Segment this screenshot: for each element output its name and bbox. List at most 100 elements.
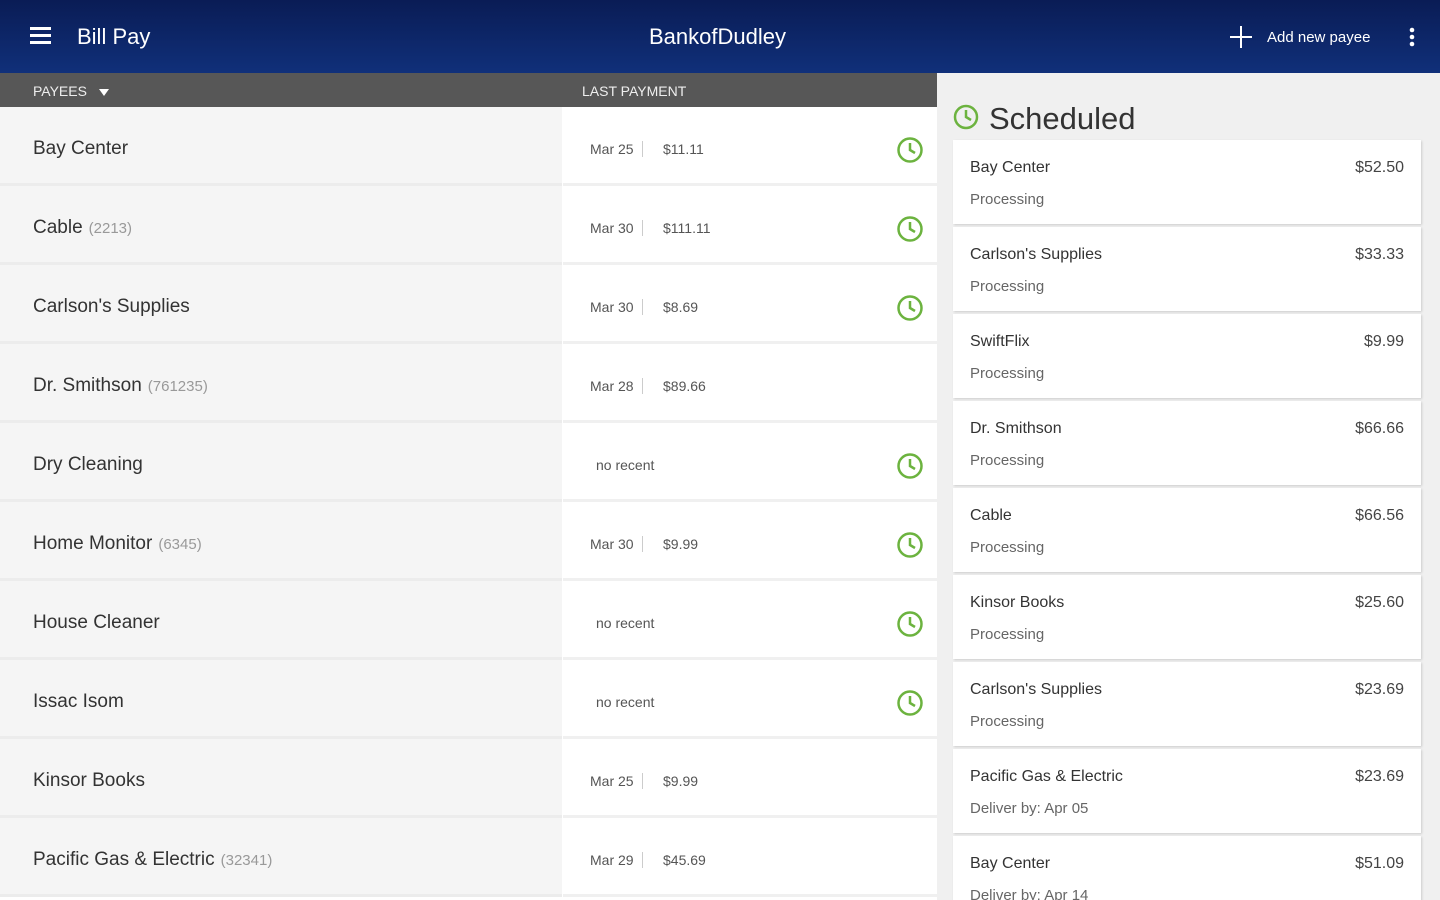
payee-name-wrap: Kinsor Books (33, 770, 145, 792)
scheduled-amount: $52.50 (1355, 159, 1404, 176)
payment-cell: Mar 25 $11.11 (563, 107, 937, 186)
payment-cell: Mar 30 $8.69 (563, 265, 937, 344)
no-recent: no recent (596, 694, 655, 710)
payee-name-wrap: Issac Isom (33, 691, 124, 713)
payment-cell: Mar 29 $45.69 (563, 818, 937, 897)
scheduled-card[interactable]: Pacific Gas & Electric $23.69 Deliver by: … (953, 749, 1421, 833)
scheduled-indicator (896, 689, 924, 722)
menu-button[interactable] (30, 27, 52, 45)
payment-cell: Mar 30 $9.99 (563, 502, 937, 581)
scheduled-payee: SwiftFlix (970, 333, 1030, 350)
no-recent: no recent (596, 457, 655, 473)
payee-cell: Pacific Gas & Electric (32341) (0, 818, 562, 897)
payment-date: Mar 30 (590, 299, 643, 315)
scheduled-indicator (896, 452, 924, 485)
payee-row[interactable]: Kinsor Books Mar 25 $9.99 (0, 739, 937, 818)
scheduled-payee: Pacific Gas & Electric (970, 768, 1123, 785)
payee-account: (6345) (158, 536, 202, 553)
payee-row[interactable]: Dr. Smithson (761235) Mar 28 $89.66 (0, 344, 937, 423)
clock-icon (897, 216, 923, 242)
scheduled-payee: Carlson's Supplies (970, 246, 1103, 263)
payment-cell: no recent (563, 423, 937, 502)
payee-name-wrap: House Cleaner (33, 612, 160, 634)
payee-name: Cable (33, 217, 83, 238)
clock-icon (897, 137, 923, 163)
payee-account: (32341) (220, 852, 273, 869)
scheduled-card[interactable]: Carlson's Supplies $33.33 Processing (953, 227, 1421, 311)
scheduled-payee: Kinsor Books (970, 594, 1065, 611)
payment-date: Mar 25 (590, 141, 643, 157)
payee-name: Issac Isom (33, 691, 124, 712)
scheduled-payee: Carlson's Supplies (970, 681, 1103, 698)
scheduled-card[interactable]: SwiftFlix $9.99 Processing (953, 314, 1421, 398)
payee-row[interactable]: Pacific Gas & Electric (32341) Mar 29 $45.6… (0, 818, 937, 897)
payment-date: Mar 28 (590, 378, 643, 394)
payee-name-wrap: Carlson's Supplies (33, 296, 190, 318)
scheduled-status: Processing (970, 365, 1045, 382)
scheduled-status: Processing (970, 191, 1045, 208)
scheduled-card[interactable]: Kinsor Books $25.60 Processing (953, 575, 1421, 659)
payment-cell: Mar 30 $111.11 (563, 186, 937, 265)
payee-cell: House Cleaner (0, 581, 562, 660)
scheduled-amount: $23.69 (1355, 768, 1404, 785)
payee-name: Kinsor Books (33, 770, 145, 791)
no-recent: no recent (596, 615, 655, 631)
scheduled-card[interactable]: Cable $66.56 Processing (953, 488, 1421, 572)
scheduled-card[interactable]: Bay Center $52.50 Processing (953, 140, 1421, 224)
payee-cell: Dr. Smithson (761235) (0, 344, 562, 423)
payee-name: Dry Cleaning (33, 454, 143, 475)
payee-list: PAYEES LAST PAYMENT Bay Center Mar 25 $11.… (0, 73, 937, 900)
payee-row[interactable]: House Cleaner no recent (0, 581, 937, 660)
scheduled-payee: Dr. Smithson (970, 420, 1062, 437)
payment-amount: $45.69 (663, 852, 706, 868)
scheduled-amount: $33.33 (1355, 246, 1404, 263)
scheduled-status: Deliver by: Apr 05 (970, 800, 1089, 817)
column-header: PAYEES LAST PAYMENT (0, 73, 937, 107)
payee-cell: Kinsor Books (0, 739, 562, 818)
page-title: Bill Pay (77, 24, 151, 49)
payee-row[interactable]: Issac Isom no recent (0, 660, 937, 739)
payee-row[interactable]: Home Monitor (6345) Mar 30 $9.99 (0, 502, 937, 581)
payment-date: Mar 29 (590, 852, 643, 868)
scheduled-payee: Bay Center (970, 159, 1051, 176)
payee-row[interactable]: Cable (2213) Mar 30 $111.11 (0, 186, 937, 265)
add-payee-label: Add new payee (1267, 29, 1371, 46)
payment-amount: $11.11 (663, 141, 704, 157)
scheduled-amount: $23.69 (1355, 681, 1404, 698)
scheduled-amount: $9.99 (1363, 333, 1404, 350)
payee-name-wrap: Pacific Gas & Electric (32341) (33, 849, 272, 871)
scheduled-amount: $66.66 (1355, 420, 1404, 437)
payee-row[interactable]: Carlson's Supplies Mar 30 $8.69 (0, 265, 937, 344)
payment-cell: Mar 25 $9.99 (563, 739, 937, 818)
scheduled-card[interactable]: Dr. Smithson $66.66 Processing (953, 401, 1421, 485)
payment-date: Mar 30 (590, 220, 643, 236)
payment-cell: no recent (563, 660, 937, 739)
clock-icon (897, 611, 923, 637)
plus-icon (1230, 26, 1252, 48)
payee-row[interactable]: Bay Center Mar 25 $11.11 (0, 107, 937, 186)
payee-cell: Dry Cleaning (0, 423, 562, 502)
payment-cell: no recent (563, 581, 937, 660)
payee-row[interactable]: Dry Cleaning no recent (0, 423, 937, 502)
app-bar: Bill Pay BankofDudley Add new payee (0, 0, 1440, 73)
scheduled-indicator (896, 294, 924, 327)
payees-sort[interactable]: PAYEES (33, 83, 109, 99)
payee-name: Home Monitor (33, 533, 153, 554)
payee-name-wrap: Cable (2213) (33, 217, 132, 239)
clock-icon (897, 532, 923, 558)
scheduled-status: Processing (970, 539, 1045, 556)
scheduled-panel: Scheduled Bay Center $52.50 Processing Carl… (937, 73, 1440, 900)
clock-icon (897, 295, 923, 321)
payment-date: Mar 25 (590, 773, 643, 789)
scheduled-card[interactable]: Bay Center $51.09 Deliver by: Apr 14 (953, 836, 1421, 900)
payee-name-wrap: Home Monitor (6345) (33, 533, 202, 555)
payee-cell: Cable (2213) (0, 186, 562, 265)
scheduled-status: Processing (970, 452, 1045, 469)
more-button[interactable] (1408, 27, 1416, 47)
clock-icon (897, 453, 923, 479)
payees-header: PAYEES (33, 83, 87, 99)
scheduled-card[interactable]: Carlson's Supplies $23.69 Processing (953, 662, 1421, 746)
scheduled-indicator (896, 136, 924, 169)
payee-name: Pacific Gas & Electric (33, 849, 215, 870)
